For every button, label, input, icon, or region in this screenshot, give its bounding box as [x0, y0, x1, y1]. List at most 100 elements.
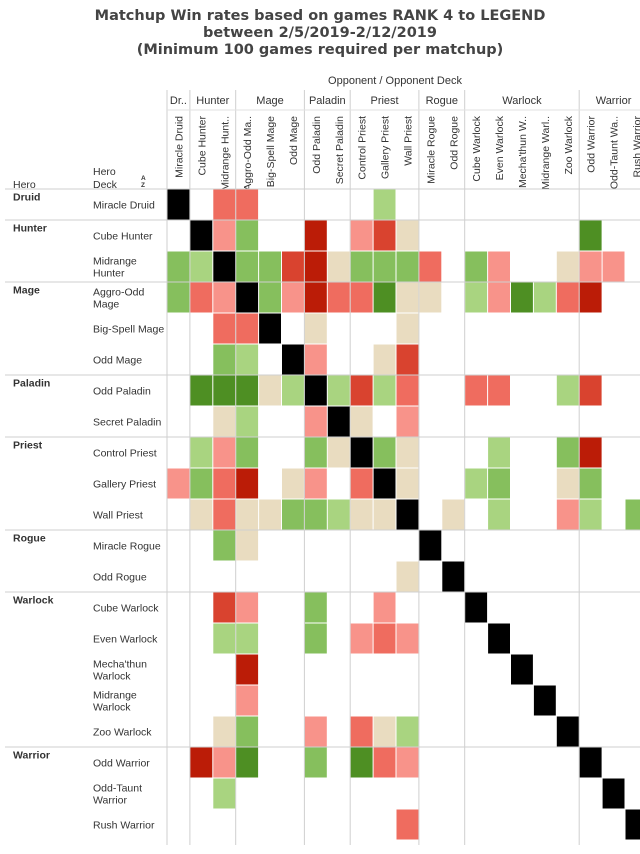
heatmap-cell	[579, 375, 602, 406]
heatmap-cell	[465, 375, 488, 406]
deck-column-label: Odd-Taunt Wa..	[609, 116, 621, 189]
deck-row-label: Aggro-Odd	[93, 287, 145, 299]
heatmap-cell	[304, 220, 327, 251]
heatmap-cell	[556, 282, 579, 313]
heatmap-cell	[373, 747, 396, 778]
heatmap-cell	[419, 282, 442, 313]
heatmap-cell	[327, 282, 350, 313]
heatmap-cell	[396, 499, 419, 530]
heatmap-cell	[396, 561, 419, 592]
heatmap-cell	[396, 406, 419, 437]
title-line-2: between 2/5/2019-2/12/2019	[203, 25, 437, 41]
heatmap-cell	[373, 375, 396, 406]
heatmap-cell	[213, 437, 236, 468]
heatmap-cell	[396, 468, 419, 499]
deck-row-label: Control Priest	[93, 448, 157, 460]
heatmap-cell	[327, 406, 350, 437]
heatmap-cell	[167, 282, 190, 313]
heatmap-cell	[236, 251, 259, 282]
heatmap-cell	[396, 220, 419, 251]
heatmap-cell	[236, 623, 259, 654]
heatmap-cell	[213, 406, 236, 437]
deck-row-label: Warlock	[93, 671, 131, 683]
heatmap-cell	[213, 468, 236, 499]
deck-row-label: Hunter	[93, 268, 125, 280]
deck-header-label: Deck	[93, 179, 118, 191]
deck-row-label: Even Warlock	[93, 634, 158, 646]
deck-row-label: Wall Priest	[93, 510, 143, 522]
deck-row-label: Warlock	[93, 702, 131, 714]
heatmap-cell	[350, 468, 373, 499]
heatmap-cell	[419, 251, 442, 282]
deck-row-label: Rush Warrior	[93, 820, 155, 832]
heatmap-cell	[304, 375, 327, 406]
deck-column-label: Even Warlock	[494, 115, 506, 180]
heatmap-cell	[236, 530, 259, 561]
heatmap-cell	[213, 220, 236, 251]
heatmap-cell	[488, 499, 510, 530]
heatmap-cell	[236, 592, 259, 623]
hero-column-label: Mage	[256, 95, 284, 107]
heatmap-cell	[488, 251, 510, 282]
deck-row-label: Mecha'thun	[93, 659, 147, 671]
heatmap-cell	[373, 499, 396, 530]
heatmap-cell	[442, 499, 465, 530]
heatmap-cell	[442, 561, 465, 592]
deck-column-label: Secret Paladin	[334, 116, 346, 184]
heatmap-cell	[488, 437, 510, 468]
heatmap-cell	[327, 499, 350, 530]
heatmap-cell	[350, 437, 373, 468]
heatmap-cell	[213, 592, 236, 623]
hero-row-label: Priest	[13, 440, 43, 452]
deck-row-label: Odd Warrior	[93, 758, 150, 770]
heatmap-cell	[236, 747, 259, 778]
heatmap-cell	[350, 747, 373, 778]
heatmap-cell	[327, 437, 350, 468]
deck-column-label: Mecha'thun W..	[517, 116, 529, 188]
hero-row-label: Druid	[13, 192, 40, 204]
heatmap-cell	[282, 468, 304, 499]
heatmap-cell	[167, 251, 190, 282]
title-line-1: Matchup Win rates based on games RANK 4 …	[94, 8, 546, 24]
heatmap-cell	[236, 499, 259, 530]
heatmap-cell	[579, 251, 602, 282]
heatmap-cell	[259, 499, 281, 530]
heatmap-cell	[213, 282, 236, 313]
heatmap-cell	[373, 716, 396, 747]
heatmap-cell	[350, 499, 373, 530]
heatmap-cell	[190, 747, 213, 778]
heatmap-cell	[190, 437, 213, 468]
heatmap-cell	[304, 592, 327, 623]
heatmap-cell	[396, 313, 419, 344]
chart-title: Matchup Win rates based on games RANK 4 …	[0, 8, 640, 59]
heatmap-cell	[304, 468, 327, 499]
heatmap-cell	[259, 313, 281, 344]
deck-column-label: Cube Warlock	[471, 115, 483, 181]
heatmap-cell	[304, 406, 327, 437]
hero-column-label: Hunter	[196, 95, 229, 107]
heatmap-cell	[190, 468, 213, 499]
heatmap-cell	[396, 623, 419, 654]
heatmap-cell	[190, 499, 213, 530]
heatmap-cell	[236, 716, 259, 747]
heatmap-cell	[259, 251, 281, 282]
deck-row-label: Big-Spell Mage	[93, 324, 164, 336]
hero-row-label: Hunter	[13, 223, 47, 235]
heatmap-cell	[213, 189, 236, 220]
title-line-3: (Minimum 100 games required per matchup)	[136, 42, 504, 58]
heatmap-cell	[373, 468, 396, 499]
heatmap-cell	[304, 313, 327, 344]
deck-column-label: Gallery Priest	[380, 116, 392, 179]
heatmap-cell	[488, 282, 510, 313]
heatmap-cell	[190, 375, 213, 406]
heatmap-cell	[213, 499, 236, 530]
heatmap-cell	[579, 282, 602, 313]
heatmap-cell	[373, 189, 396, 220]
heatmap-cell	[236, 375, 259, 406]
heatmap-cell	[373, 437, 396, 468]
heatmap-cell	[579, 499, 602, 530]
deck-column-label: Rush Warrior	[631, 115, 640, 177]
heatmap-cell	[236, 406, 259, 437]
heatmap-cell	[465, 592, 488, 623]
heatmap-cell	[236, 344, 259, 375]
